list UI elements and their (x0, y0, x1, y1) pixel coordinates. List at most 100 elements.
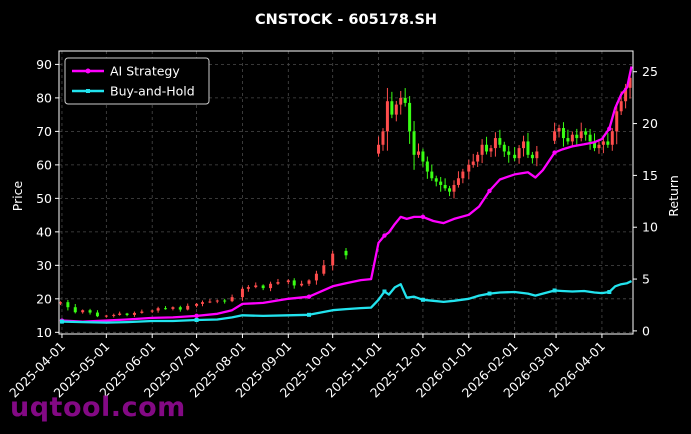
candle-body (125, 313, 129, 315)
return-axis: 0 5 10 15 20 25 (633, 64, 658, 338)
candle-body (480, 144, 484, 155)
y-tick-label: 20 (36, 291, 52, 306)
marker-buy-and-hold (552, 288, 557, 293)
line-buy-and-hold (61, 280, 632, 324)
candle-body (493, 138, 497, 149)
marker-buy-and-hold (307, 312, 312, 317)
candle-body (322, 265, 326, 274)
marker-ai-strategy (382, 233, 387, 238)
candle-body (502, 144, 506, 152)
y2-tick-label: 0 (642, 323, 650, 338)
candle-body (615, 111, 619, 132)
candle-body (588, 134, 592, 142)
legend-label-ai-strategy: AI Strategy (110, 64, 180, 79)
candle-body (507, 151, 511, 155)
y-tick-label: 50 (36, 191, 52, 206)
candle-body (104, 315, 108, 317)
candle-body (208, 301, 212, 303)
candle-body (140, 311, 144, 313)
candle-body (112, 314, 116, 316)
candle-body (522, 141, 526, 149)
candle-body (434, 178, 438, 182)
candle-body (58, 302, 62, 304)
watermark: uqtool.com (10, 392, 186, 423)
candle-body (593, 141, 597, 149)
candle-body (584, 131, 588, 135)
marker-buy-and-hold (59, 319, 64, 324)
candle-body (314, 273, 318, 281)
legend: AI Strategy Buy-and-Hold (64, 57, 210, 105)
candle-body (408, 102, 412, 132)
y2-tick-label: 20 (642, 116, 658, 131)
date-axis: 2025-04-012025-05-012025-06-012025-07-01… (6, 334, 608, 400)
candle-body (156, 308, 160, 311)
candle-body (439, 181, 443, 185)
y2-tick-label: 5 (642, 272, 650, 287)
candle-body (292, 280, 296, 286)
marker-buy-and-hold (382, 289, 387, 294)
candle-body (430, 171, 434, 179)
candle-body (377, 144, 381, 154)
candle-body (467, 164, 471, 172)
y-tick-label: 70 (36, 124, 52, 139)
candle-body (597, 144, 601, 149)
candle-body (66, 302, 70, 308)
candle-body (286, 280, 290, 283)
candle-body (300, 283, 304, 286)
candle-body (517, 148, 521, 159)
legend-item-ai-strategy: AI Strategy (72, 64, 180, 79)
plot-frame (58, 50, 634, 335)
price-axis: 10 20 30 40 50 60 70 80 90 (36, 57, 59, 340)
marker-ai-strategy (306, 294, 312, 299)
y2-axis-label: Return (666, 175, 681, 216)
candle-body (570, 134, 574, 142)
candle-body (223, 300, 227, 302)
candle-body (561, 128, 565, 139)
candle-body (425, 161, 429, 172)
candle-body (240, 288, 244, 298)
candle-body (385, 101, 389, 132)
legend-box (64, 57, 210, 105)
candle-body (150, 310, 154, 312)
candle-body (456, 178, 460, 185)
candle-body (575, 134, 579, 139)
candle-body (448, 188, 452, 192)
y-axis-label: Price (10, 180, 25, 211)
candle-body (390, 101, 394, 115)
y-tick-label: 80 (36, 90, 52, 105)
candle-body (553, 131, 557, 141)
candle-body (276, 282, 280, 284)
candle-body (403, 97, 407, 103)
candle-body (526, 141, 530, 155)
candle-body (399, 97, 403, 105)
candle-body (530, 154, 534, 159)
candle-body (81, 310, 85, 313)
marker-buy-and-hold (194, 318, 199, 323)
candle-body (73, 307, 77, 313)
candle-body (381, 131, 385, 145)
candle-body (452, 184, 456, 192)
candle-body (307, 280, 311, 284)
candle-body (601, 141, 605, 145)
candle-body (513, 154, 517, 159)
candle-body (344, 250, 348, 256)
line-ai-strategy (61, 66, 633, 323)
candle-body (230, 297, 234, 302)
candle-body (88, 310, 92, 313)
return-lines (59, 66, 633, 324)
marker-ai-strategy (194, 313, 199, 319)
candle-body (498, 138, 502, 145)
y-tick-label: 90 (36, 57, 52, 72)
candle-body (628, 77, 632, 88)
price-candles (58, 70, 632, 318)
candle-body (619, 101, 623, 112)
y2-tick-label: 15 (642, 168, 658, 183)
candle-body (476, 154, 480, 162)
candle-body (201, 302, 204, 304)
candle-body (132, 312, 136, 315)
y-tick-label: 40 (36, 224, 52, 239)
candle-body (606, 141, 610, 145)
candle-body (412, 131, 416, 155)
candle-body (246, 287, 250, 289)
